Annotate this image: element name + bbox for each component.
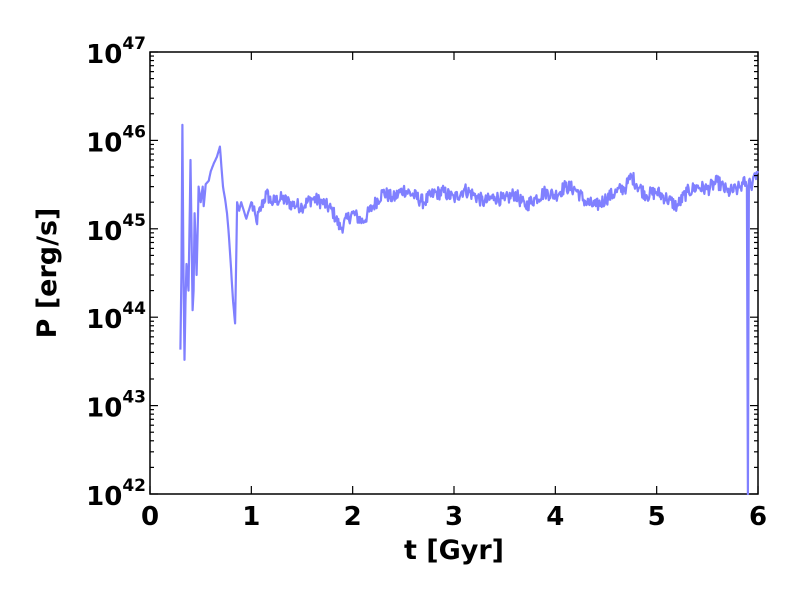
x-axis-label: t [Gyr] (404, 535, 504, 566)
y-tick-label: 1046 (86, 122, 146, 158)
x-tick-labels: 0 1 2 3 4 5 6 (141, 502, 767, 532)
y-tick-label: 1042 (86, 476, 146, 512)
y-tick-label: 1045 (86, 211, 146, 247)
ticks-layer (149, 51, 759, 495)
x-tick-label: 6 (749, 502, 767, 532)
x-tick-label: 0 (141, 502, 159, 532)
series-line (179, 123, 760, 496)
x-tick-label: 5 (648, 502, 666, 532)
plot-area (149, 51, 760, 496)
y-tick-labels: 1042 1043 1044 1045 1046 1047 (86, 34, 146, 512)
x-tick-label: 4 (546, 502, 564, 532)
plot-frame (149, 51, 759, 495)
y-axis-label: P [erg/s] (32, 208, 63, 339)
x-tick-label: 3 (445, 502, 463, 532)
x-tick-label: 2 (344, 502, 362, 532)
y-tick-label: 1044 (86, 299, 146, 335)
y-tick-label: 1043 (86, 388, 146, 424)
series-layer (179, 123, 760, 496)
y-tick-label: 1047 (86, 34, 146, 70)
x-tick-label: 1 (242, 502, 260, 532)
